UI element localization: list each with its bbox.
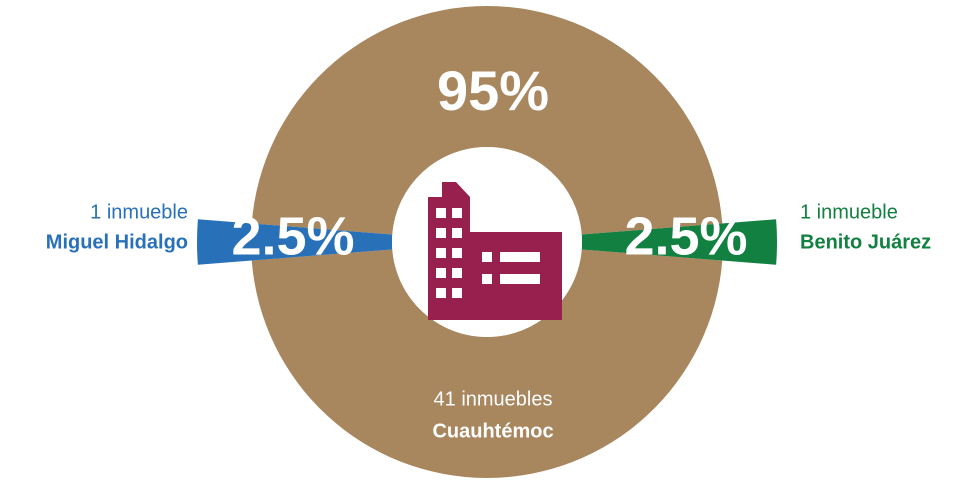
building-icon	[428, 182, 562, 320]
donut	[196, 6, 778, 478]
category-description: 41 inmuebles	[434, 388, 553, 410]
donut-segment	[251, 6, 723, 478]
category-label: Benito Juárez	[800, 231, 931, 253]
category-label: Miguel Hidalgo	[46, 231, 188, 253]
category-description: 1 inmueble	[90, 201, 188, 223]
category-label: Cuauhtémoc	[432, 420, 553, 442]
category-description: 1 inmueble	[800, 201, 898, 223]
value-label: 2.5%	[231, 206, 354, 266]
value-label: 2.5%	[624, 206, 747, 266]
value-label: 95%	[437, 59, 549, 122]
donut-segment	[196, 219, 393, 265]
donut-segment	[581, 219, 778, 265]
